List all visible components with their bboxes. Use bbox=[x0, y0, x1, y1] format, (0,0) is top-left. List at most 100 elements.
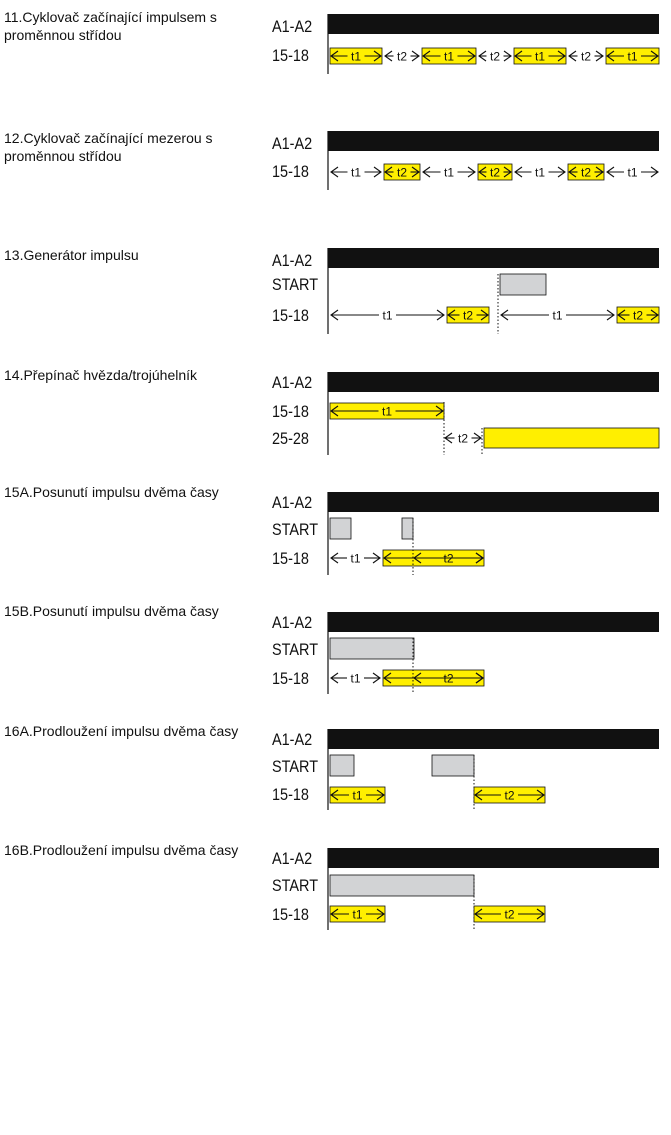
arrow-left-icon bbox=[330, 309, 339, 321]
signal-label-a1a2: A1-A2 bbox=[272, 17, 313, 36]
output-pulse bbox=[446, 306, 490, 324]
arrow-left-icon bbox=[330, 50, 339, 62]
arrow-left-icon bbox=[474, 789, 483, 801]
power-bar bbox=[328, 612, 659, 632]
signal-label-15-18: 15-18 bbox=[272, 162, 309, 181]
output-pulse bbox=[605, 47, 660, 65]
signal-label-15-18: 15-18 bbox=[272, 669, 309, 688]
arrow-right-icon bbox=[467, 50, 476, 62]
time-label: t2 bbox=[504, 908, 514, 922]
output-pulse bbox=[329, 905, 386, 923]
arrow-left-icon bbox=[447, 309, 456, 321]
time-label: t1 bbox=[552, 309, 562, 323]
output-pulse bbox=[473, 905, 546, 923]
time-label: t2 bbox=[490, 166, 500, 180]
signal-label-15-18: 15-18 bbox=[272, 549, 309, 568]
arrow-right-icon bbox=[372, 672, 381, 684]
output-pulse bbox=[483, 427, 660, 449]
arrow-right-icon bbox=[411, 50, 420, 62]
time-label: t1 bbox=[535, 50, 545, 64]
arrow-left-icon bbox=[330, 789, 339, 801]
signal-label-start: START bbox=[272, 640, 319, 659]
time-label: t1 bbox=[444, 50, 454, 64]
arrow-right-icon bbox=[650, 50, 659, 62]
arrow-left-icon bbox=[478, 50, 487, 62]
signal-label-15-18: 15-18 bbox=[272, 306, 309, 325]
power-bar bbox=[328, 492, 659, 512]
time-label: t1 bbox=[350, 552, 360, 566]
signal-label-a1a2: A1-A2 bbox=[272, 730, 313, 749]
output-pulse bbox=[329, 402, 445, 420]
signal-label-25-28: 25-28 bbox=[272, 429, 309, 448]
arrow-right-icon bbox=[536, 908, 545, 920]
arrow-left-icon bbox=[384, 166, 393, 178]
arrow-left-icon bbox=[330, 672, 339, 684]
arrow-left-icon bbox=[422, 166, 431, 178]
arrow-left-icon bbox=[617, 309, 626, 321]
time-label: t1 bbox=[382, 405, 392, 419]
time-label: t2 bbox=[463, 309, 473, 323]
output-pulse bbox=[473, 786, 546, 804]
arrow-right-icon bbox=[475, 672, 484, 684]
signal-label-a1a2: A1-A2 bbox=[272, 251, 313, 270]
arrow-left-icon bbox=[444, 432, 453, 444]
signal-label-15-18: 15-18 bbox=[272, 46, 309, 65]
time-label: t2 bbox=[490, 50, 500, 64]
time-label: t1 bbox=[535, 166, 545, 180]
arrow-right-icon bbox=[557, 50, 566, 62]
mode-15b-title: 15B.Posunutí impulsu dvěma časy bbox=[4, 603, 219, 619]
arrow-right-icon bbox=[650, 309, 659, 321]
time-label: t2 bbox=[443, 552, 453, 566]
start-pulse bbox=[401, 517, 414, 540]
arrow-right-icon bbox=[473, 432, 482, 444]
signal-label-start: START bbox=[272, 876, 319, 895]
signal-label-start: START bbox=[272, 520, 319, 539]
arrow-right-icon bbox=[467, 166, 476, 178]
power-bar bbox=[328, 372, 659, 392]
output-pulse bbox=[329, 786, 386, 804]
mode-11-title: 11.Cyklovač začínající impulsem s proměn… bbox=[4, 9, 217, 43]
output-pulse bbox=[477, 163, 513, 181]
mode-16b-title: 16B.Prodloužení impulsu dvěma časy bbox=[4, 842, 239, 858]
arrow-right-icon bbox=[376, 908, 385, 920]
signal-label-start: START bbox=[272, 757, 319, 776]
signal-label-start: START bbox=[272, 275, 319, 294]
arrow-right-icon bbox=[503, 166, 512, 178]
time-label: t2 bbox=[397, 50, 407, 64]
arrow-right-icon bbox=[411, 166, 420, 178]
arrow-left-icon bbox=[330, 405, 339, 417]
signal-label-a1a2: A1-A2 bbox=[272, 613, 313, 632]
time-label: t2 bbox=[504, 789, 514, 803]
time-label: t1 bbox=[627, 166, 637, 180]
arrow-right-icon bbox=[376, 789, 385, 801]
time-label: t1 bbox=[352, 789, 362, 803]
arrow-left-icon bbox=[422, 50, 431, 62]
start-pulse bbox=[329, 517, 352, 540]
mode-12-title: 12.Cyklovač začínající mezerou s proměnn… bbox=[4, 130, 213, 164]
arrow-left-icon bbox=[330, 908, 339, 920]
arrow-right-icon bbox=[536, 789, 545, 801]
start-pulse bbox=[329, 754, 355, 777]
output-pulse bbox=[567, 163, 605, 181]
time-label: t2 bbox=[397, 166, 407, 180]
time-label: t1 bbox=[352, 908, 362, 922]
power-bar bbox=[328, 14, 659, 34]
time-label: t1 bbox=[350, 672, 360, 686]
arrow-right-icon bbox=[436, 309, 445, 321]
arrow-right-icon bbox=[606, 309, 615, 321]
arrow-right-icon bbox=[435, 405, 444, 417]
arrow-left-icon bbox=[606, 50, 615, 62]
arrow-right-icon bbox=[595, 50, 604, 62]
signal-label-a1a2: A1-A2 bbox=[272, 134, 313, 153]
arrow-left-icon bbox=[514, 166, 523, 178]
output-pulse bbox=[421, 47, 477, 65]
arrow-left-icon bbox=[330, 166, 339, 178]
start-pulse bbox=[431, 754, 475, 777]
time-label: t1 bbox=[351, 166, 361, 180]
arrow-left-icon bbox=[383, 672, 392, 684]
power-bar bbox=[328, 848, 659, 868]
arrow-left-icon bbox=[330, 552, 339, 564]
output-pulse bbox=[513, 47, 567, 65]
arrow-right-icon bbox=[475, 552, 484, 564]
